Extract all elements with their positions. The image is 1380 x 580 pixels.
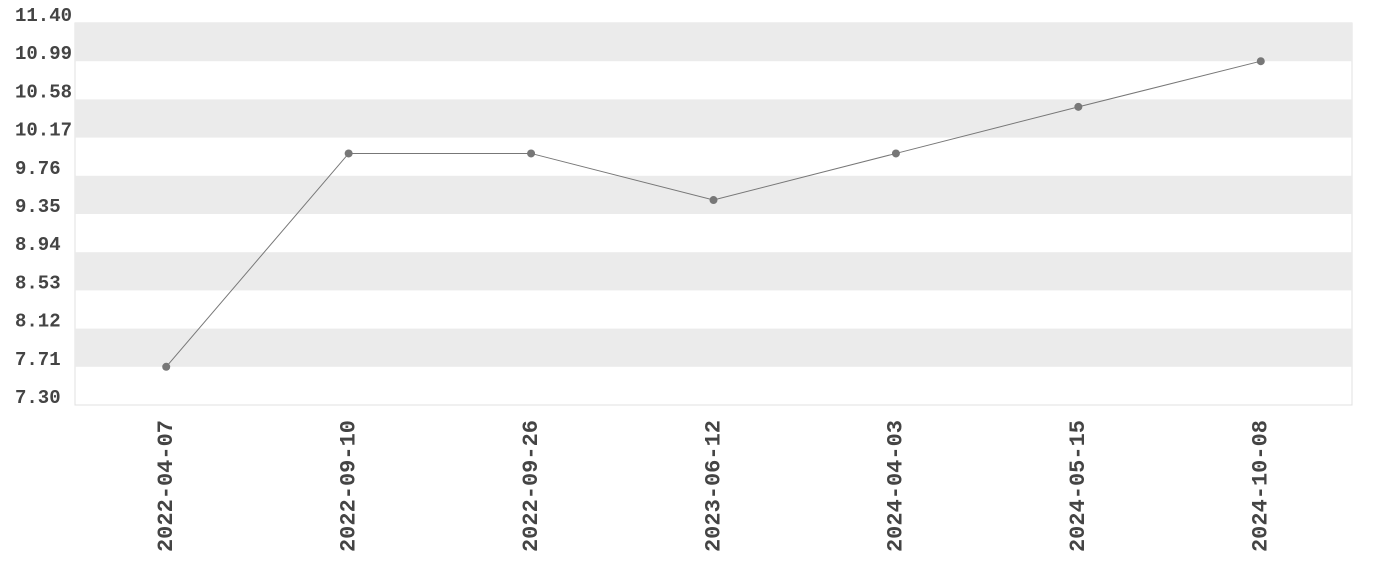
grid-band <box>75 23 1352 62</box>
point <box>162 362 171 371</box>
x-tick-label: 2023-06-12 <box>701 420 726 552</box>
x-tick-label: 2024-05-15 <box>1066 420 1091 552</box>
x-tick-label: 2022-09-10 <box>336 420 361 552</box>
y-tick-label: 10.99 <box>15 43 72 65</box>
x-tick-label: 2022-09-26 <box>519 420 544 552</box>
y-tick-label: 7.71 <box>15 349 61 371</box>
y-tick-label: 8.94 <box>15 234 61 256</box>
y-tick-label: 10.17 <box>15 120 72 142</box>
y-tick-label: 9.76 <box>15 158 61 180</box>
point <box>891 149 900 158</box>
point <box>709 196 718 205</box>
grid-band <box>75 99 1352 138</box>
y-tick-label: 7.30 <box>15 387 61 409</box>
y-tick-label: 9.35 <box>15 196 61 218</box>
point <box>344 149 353 158</box>
y-tick-label: 8.53 <box>15 272 61 294</box>
point <box>1256 57 1265 66</box>
grid-band <box>75 252 1352 291</box>
point <box>527 149 536 158</box>
y-tick-label: 10.58 <box>15 81 72 103</box>
y-tick-label: 11.40 <box>15 5 72 27</box>
x-tick-label: 2024-10-08 <box>1249 420 1274 552</box>
grid-band <box>75 328 1352 367</box>
x-tick-label: 2024-04-03 <box>884 420 909 552</box>
x-tick-label: 2022-04-07 <box>154 420 179 552</box>
grid-band <box>75 175 1352 214</box>
point <box>1074 102 1083 111</box>
y-tick-label: 8.12 <box>15 311 61 333</box>
